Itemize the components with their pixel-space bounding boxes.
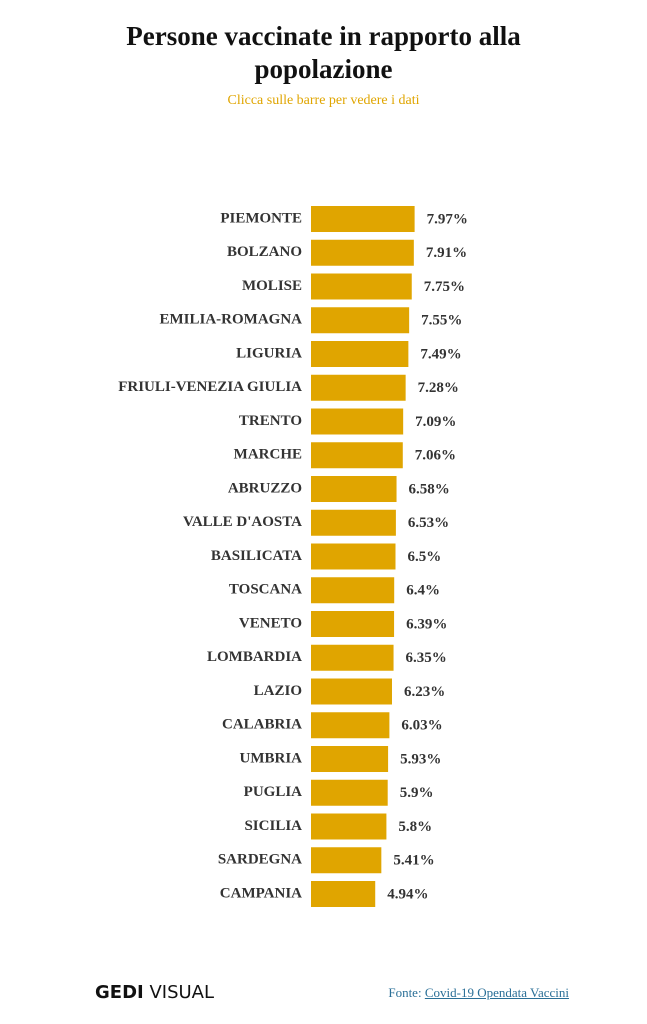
bar[interactable] [311, 476, 397, 502]
bar[interactable] [311, 779, 388, 806]
value-label: 5.9% [400, 785, 434, 801]
value-label: 7.55% [421, 313, 462, 329]
category-label: CALABRIA [222, 717, 302, 733]
value-label: 6.58% [409, 481, 450, 497]
category-label: BOLZANO [227, 244, 302, 260]
category-label: UMBRIA [240, 750, 303, 766]
category-label: PIEMONTE [220, 210, 302, 226]
category-label: ABRUZZO [228, 480, 302, 496]
chart: PIEMONTE 7.97% BOLZANO 7.91% MOLISE 7.75% EMIL… [118, 206, 468, 907]
category-label: MOLISE [242, 278, 302, 294]
bar[interactable] [311, 543, 396, 570]
bar[interactable] [311, 408, 404, 435]
value-label: 7.91% [426, 245, 467, 261]
bar[interactable] [311, 442, 403, 469]
bar[interactable] [311, 341, 409, 367]
value-label: 7.28% [418, 380, 459, 396]
bar[interactable] [311, 374, 406, 401]
category-label: LOMBARDIA [207, 649, 302, 665]
bar[interactable] [311, 509, 396, 536]
source-label: Fonte: [388, 985, 422, 1000]
category-label: MARCHE [234, 447, 302, 463]
bar[interactable] [311, 206, 415, 232]
category-label: VENETO [239, 615, 302, 631]
value-label: 6.35% [406, 650, 447, 666]
category-label: BASILICATA [211, 548, 302, 564]
bar[interactable] [311, 239, 414, 266]
bar[interactable] [311, 746, 389, 772]
value-label: 4.94% [387, 886, 428, 902]
bar[interactable] [311, 678, 392, 705]
source-link[interactable]: Covid-19 Opendata Vaccini [424, 985, 569, 1000]
bar[interactable] [311, 712, 390, 739]
logo-light: VISUAL [149, 982, 215, 1003]
chart-title: Persone vaccinate in rapporto alla popol… [126, 21, 521, 84]
category-label: SARDEGNA [218, 852, 302, 868]
value-label: 6.39% [406, 616, 447, 632]
bar[interactable] [311, 847, 382, 874]
value-label: 5.8% [398, 819, 432, 835]
value-label: 5.93% [400, 751, 441, 767]
category-label: EMILIA-ROMAGNA [160, 312, 303, 328]
value-label: 6.5% [408, 549, 442, 565]
source: Fonte: Covid-19 Opendata Vaccini [388, 985, 569, 1001]
value-label: 6.23% [404, 684, 445, 700]
bar[interactable] [311, 577, 395, 604]
category-label: CAMPANIA [220, 885, 302, 901]
category-label: PUGLIA [244, 784, 303, 800]
logo-bold: GEDI [95, 982, 144, 1003]
value-label: 6.53% [408, 515, 449, 531]
value-label: 7.97% [427, 211, 468, 227]
value-label: 7.09% [415, 414, 456, 430]
value-label: 5.41% [393, 853, 434, 869]
bar[interactable] [311, 881, 376, 907]
value-label: 7.49% [420, 346, 461, 362]
bar[interactable] [311, 273, 412, 300]
category-label: LIGURIA [236, 345, 302, 361]
category-label: SICILIA [244, 818, 302, 834]
value-label: 7.75% [424, 279, 465, 295]
bar[interactable] [311, 813, 387, 840]
category-label: FRIULI-VENEZIA GIULIA [118, 379, 302, 395]
category-label: TOSCANA [229, 582, 302, 598]
chart-subtitle: Clicca sulle barre per vedere i dati [227, 93, 420, 108]
value-label: 7.06% [415, 448, 456, 464]
value-label: 6.03% [401, 718, 442, 734]
category-label: VALLE D'AOSTA [183, 514, 302, 530]
bar[interactable] [311, 644, 394, 671]
logo: GEDI VISUAL [95, 982, 214, 1003]
category-label: LAZIO [254, 683, 302, 699]
value-label: 6.4% [406, 583, 440, 599]
bar[interactable] [311, 611, 395, 637]
category-label: TRENTO [239, 413, 302, 429]
bar[interactable] [311, 307, 410, 334]
